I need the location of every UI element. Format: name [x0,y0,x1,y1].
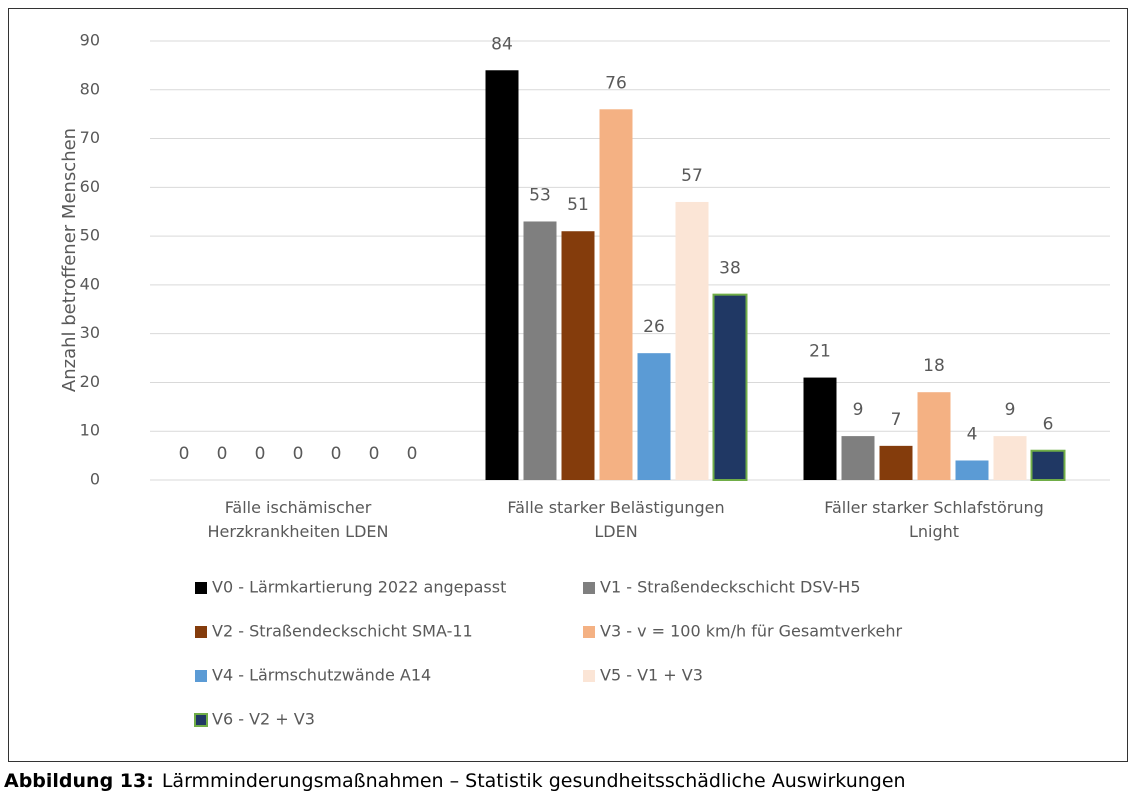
x-tick-label: Fälle starker Belästigungen LDEN [507,498,725,541]
bar [485,70,519,481]
data-label: 57 [681,166,703,186]
data-label: 0 [407,444,418,464]
legend-swatch [583,582,595,594]
caption: Abbildung 13: Lärmminderungsmaßnahmen – S… [4,770,906,792]
legend-label: V3 - v = 100 km/h für Gesamtverkehr [600,622,902,641]
bar [879,445,913,480]
legend-swatch [583,670,595,682]
chart-frame [8,8,1128,762]
data-label: 51 [567,195,589,215]
y-tick-label: 60 [80,177,100,196]
legend-swatch [195,626,207,638]
legend-swatch [195,670,207,682]
data-label: 18 [923,356,945,376]
y-tick-label: 20 [80,372,100,391]
y-tick-label: 90 [80,31,100,50]
data-label: 7 [891,410,902,430]
legend-label: V6 - V2 + V3 [212,710,315,729]
caption-label: Abbildung 13: [4,770,154,792]
data-label: 21 [809,342,831,362]
data-label: 0 [179,444,190,464]
bar [637,353,671,480]
data-label: 0 [293,444,304,464]
data-label: 0 [217,444,228,464]
bar [561,231,595,480]
caption-text: Lärmminderungsmaßnahmen – Statistik gesu… [161,770,906,792]
y-tick-label: 40 [80,274,100,293]
data-label: 4 [967,424,978,444]
legend-swatch [583,626,595,638]
data-label: 6 [1043,415,1054,435]
bar [841,436,875,480]
bar [1030,449,1066,482]
data-label: 76 [605,73,627,93]
data-label: 26 [643,317,665,337]
bar [803,377,837,480]
bar [993,436,1027,480]
data-label: 9 [1005,400,1016,420]
legend-label: V2 - Straßendeckschicht SMA-11 [212,622,473,641]
y-axis-label: Anzahl betroffener Menschen [59,128,80,392]
data-label: 38 [719,259,741,279]
chart: Anzahl betroffener Menschen 010203040506… [59,31,1110,729]
data-label: 53 [529,185,551,205]
bar [712,293,748,481]
data-label: 84 [491,34,513,54]
legend-label: V0 - Lärmkartierung 2022 angepasst [212,578,506,597]
bar [675,201,709,480]
bar [599,109,633,481]
data-label: 0 [255,444,266,464]
bar [917,392,951,480]
legend-label: V4 - Lärmschutzwände A14 [212,666,431,685]
legend-label: V1 - Straßendeckschicht DSV-H5 [600,578,861,597]
y-tick-label: 70 [80,128,100,147]
x-tick-label: Fälle ischämischer Herzkrankheiten LDEN [207,498,389,541]
y-tick-label: 10 [80,421,100,440]
bar [955,460,989,480]
data-label: 9 [853,400,864,420]
x-tick-label: Fäller starker Schlafstörung Lnight [824,498,1044,541]
bar [523,221,557,480]
legend-label: V5 - V1 + V3 [600,666,703,685]
data-label: 0 [369,444,380,464]
y-tick-label: 0 [90,470,100,489]
y-tick-label: 80 [80,79,100,98]
y-tick-label: 50 [80,226,100,245]
legend-swatch [194,713,208,727]
legend-swatch [195,582,207,594]
data-label: 0 [331,444,342,464]
y-tick-label: 30 [80,323,100,342]
